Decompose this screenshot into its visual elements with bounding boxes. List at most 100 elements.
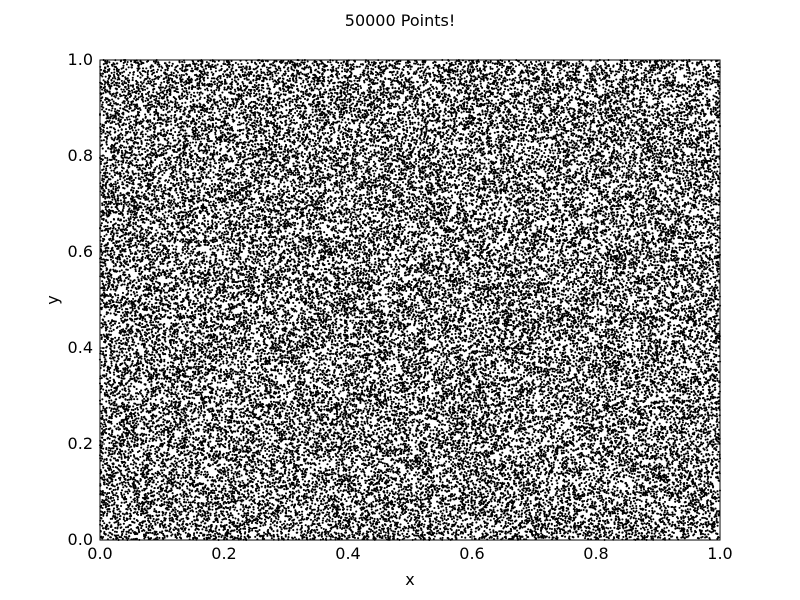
scatter-point [377,145,379,147]
scatter-point [662,249,664,251]
scatter-point [350,509,352,511]
scatter-point [600,309,602,311]
scatter-point [470,517,472,519]
scatter-point [650,260,652,262]
scatter-point [361,165,363,167]
scatter-point [679,507,681,509]
scatter-point [277,518,279,520]
scatter-point [143,105,145,107]
scatter-point [418,122,420,124]
scatter-point [119,523,121,525]
scatter-point [274,188,276,190]
scatter-point [262,383,264,385]
scatter-point [124,100,126,102]
scatter-point [623,122,625,124]
scatter-point [255,72,257,74]
scatter-point [413,241,415,243]
scatter-point [553,344,555,346]
scatter-point [684,246,686,248]
scatter-point [572,212,574,214]
scatter-point [454,504,456,506]
scatter-point [215,306,217,308]
scatter-point [670,73,672,75]
scatter-point [352,228,354,230]
scatter-point [519,330,521,332]
scatter-point [332,324,334,326]
scatter-point [497,86,499,88]
scatter-point [175,389,177,391]
scatter-point [716,170,718,172]
scatter-point [226,250,228,252]
scatter-point [394,275,396,277]
scatter-point [430,284,432,286]
scatter-point [536,199,538,201]
scatter-point [145,240,147,242]
scatter-point [402,114,404,116]
scatter-point [341,67,343,69]
scatter-point [186,449,188,451]
scatter-point [543,270,545,272]
scatter-point [568,284,570,286]
scatter-point [307,60,309,62]
scatter-point [411,76,413,78]
scatter-point [262,369,264,371]
scatter-point [608,76,610,78]
scatter-point [222,101,224,103]
scatter-point [705,424,707,426]
scatter-point [661,354,663,356]
scatter-point [322,287,324,289]
scatter-point [254,143,256,145]
scatter-point [446,397,448,399]
scatter-point [578,504,580,506]
scatter-point [708,416,710,418]
scatter-point [192,371,194,373]
scatter-point [593,496,595,498]
scatter-point [341,119,343,121]
scatter-point [227,472,229,474]
scatter-point [155,399,157,401]
scatter-point [537,465,539,467]
scatter-point [205,160,207,162]
scatter-point [674,145,676,147]
scatter-point [287,186,289,188]
scatter-point [400,246,402,248]
scatter-point [115,492,117,494]
scatter-point [453,458,455,460]
scatter-point [173,398,175,400]
scatter-point [277,263,279,265]
scatter-point [329,466,331,468]
scatter-point [356,218,358,220]
scatter-point [435,179,437,181]
scatter-point [320,433,322,435]
scatter-point [316,155,318,157]
scatter-point [359,203,361,205]
scatter-point [352,190,354,192]
scatter-point [514,422,516,424]
scatter-point [678,110,680,112]
scatter-point [507,522,509,524]
scatter-point [623,137,625,139]
scatter-point [123,529,125,531]
scatter-point [277,178,279,180]
scatter-point [418,307,420,309]
scatter-point [557,259,559,261]
scatter-point [155,278,157,280]
scatter-point [623,154,625,156]
scatter-point [312,400,314,402]
scatter-point [418,472,420,474]
scatter-point [198,383,200,385]
scatter-point [146,394,148,396]
scatter-point [615,154,617,156]
scatter-point [629,237,631,239]
scatter-point [208,128,210,130]
scatter-point [639,514,641,516]
scatter-point [108,433,110,435]
scatter-point [653,256,655,258]
scatter-point [200,266,202,268]
scatter-point [479,132,481,134]
scatter-point [148,95,150,97]
scatter-point [395,74,397,76]
scatter-point [210,345,212,347]
scatter-point [237,364,239,366]
scatter-point [533,168,535,170]
